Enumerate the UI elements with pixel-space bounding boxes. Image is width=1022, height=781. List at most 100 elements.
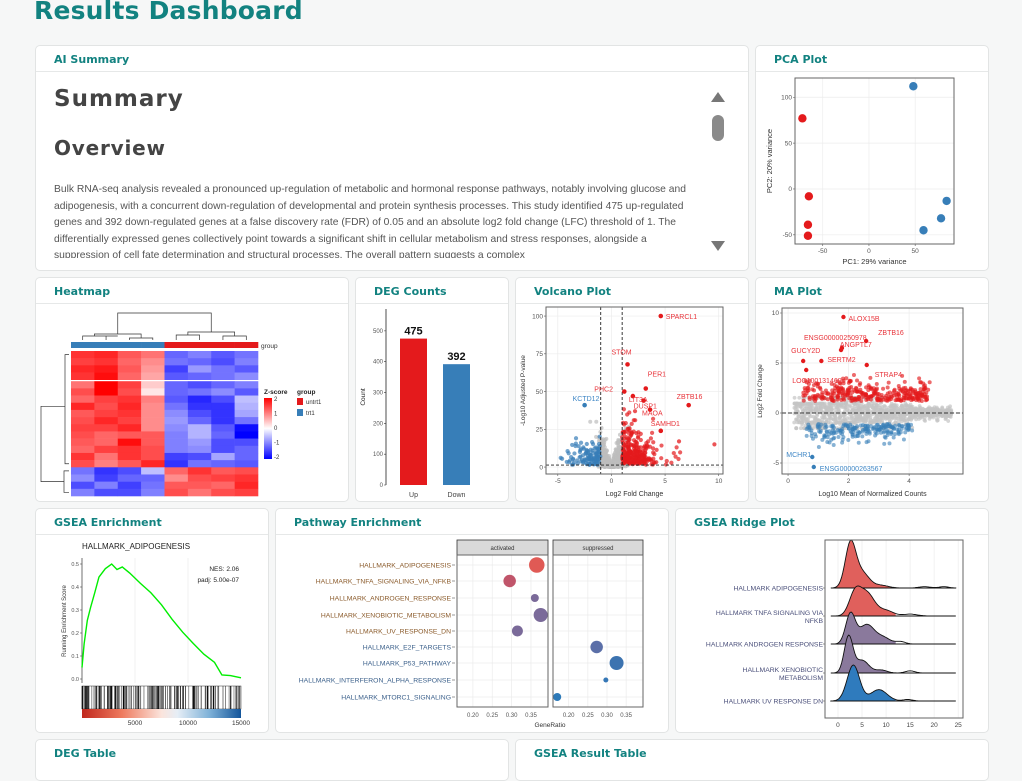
scroll-up-arrow-icon[interactable] <box>711 92 725 102</box>
data-point-up <box>927 380 932 385</box>
data-point-up <box>868 397 873 402</box>
data-point-ns <box>937 409 942 414</box>
data-point-down <box>584 457 589 463</box>
heatmap-cell <box>117 460 142 468</box>
gene-label: LOC100131469 <box>792 378 842 385</box>
data-point-ns <box>817 418 822 423</box>
heatmap-cell <box>141 388 165 396</box>
scroll-thumb[interactable] <box>712 115 724 141</box>
data-point-down <box>882 434 887 439</box>
heatmap-cell <box>211 417 235 425</box>
heatmap-cell <box>141 488 165 497</box>
data-point-up <box>820 392 825 397</box>
x-axis-label: Log2 Fold Change <box>606 491 664 498</box>
x-tick-label: 0.30 <box>506 713 518 719</box>
data-point-up <box>663 462 669 467</box>
data-point-ns <box>808 414 813 419</box>
heatmap-cell <box>234 460 259 468</box>
data-point-up <box>631 452 636 457</box>
data-point-ns <box>829 404 833 409</box>
ridge-area <box>830 612 896 644</box>
data-point-ns <box>837 420 842 425</box>
data-point-up <box>712 442 717 447</box>
heatmap-cell <box>234 417 259 425</box>
data-point-up <box>621 432 626 437</box>
data-point-up <box>900 373 905 378</box>
data-point-down <box>898 430 903 435</box>
heatmap-cell <box>117 417 142 425</box>
labeled-point <box>686 402 691 408</box>
rank-gradient <box>82 709 241 718</box>
divider <box>36 534 268 535</box>
data-point-down <box>909 422 914 427</box>
overview-heading: Overview <box>54 136 166 160</box>
scroll-down-arrow-icon[interactable] <box>711 241 725 251</box>
data-point-ns <box>833 407 838 412</box>
gene-label: SAMHD1 <box>651 421 680 428</box>
data-point-up <box>812 395 817 400</box>
data-point-up <box>886 397 891 402</box>
heatmap-cell <box>117 395 142 404</box>
heatmap-cell <box>187 460 212 468</box>
pathway-label: HALLMARK_MTORC1_SIGNALING <box>341 694 451 701</box>
heatmap-cell <box>211 365 235 373</box>
data-point-ns <box>837 415 842 420</box>
data-point-up <box>813 398 818 403</box>
heatmap-cell <box>211 372 235 380</box>
data-point-up <box>892 388 897 393</box>
data-point-up <box>889 394 894 399</box>
data-point-up <box>865 397 870 402</box>
heatmap-cell <box>187 438 212 447</box>
data-point-ns <box>601 439 606 444</box>
heatmap-cell <box>141 460 165 468</box>
gene-label: MCHR1 <box>786 452 811 459</box>
heatmap-cell <box>211 388 235 396</box>
heatmap-cell <box>71 460 95 468</box>
data-point-up <box>823 388 828 393</box>
summary-scrollbar[interactable] <box>708 90 728 255</box>
data-point-ns <box>807 404 811 409</box>
data-point-down <box>578 440 584 445</box>
data-point-up <box>867 384 872 389</box>
heatmap-cell <box>187 388 212 396</box>
data-point-ns <box>616 452 621 457</box>
data-point-up <box>806 388 811 393</box>
data-point-up <box>917 394 922 399</box>
data-point-up <box>840 393 845 398</box>
data-point-ns <box>792 420 797 425</box>
pathway-enrichment-card: Pathway Enrichment activated 0.20 0.25 0.30… <box>275 508 669 733</box>
heatmap-cell <box>94 402 119 411</box>
data-point-up <box>676 439 682 444</box>
heatmap-cell <box>211 474 235 482</box>
x-tick-label: 0 <box>786 478 790 485</box>
data-point-ns <box>847 404 852 409</box>
page-title: Results Dashboard <box>34 0 303 25</box>
heatmap-cell <box>117 388 142 396</box>
heatmap-cell <box>211 395 235 404</box>
labeled-point <box>804 367 809 373</box>
data-point-down <box>823 422 828 427</box>
x-tick-label: 15000 <box>232 720 250 727</box>
data-point-up <box>868 375 873 380</box>
divider <box>356 303 508 304</box>
data-point-ns <box>848 412 853 417</box>
x-tick-label: 4 <box>907 478 911 485</box>
annotation-label: group <box>261 343 278 350</box>
ridge-label: HALLMARK UV RESPONSE DN <box>724 698 823 705</box>
pathway-dot <box>529 557 545 573</box>
heatmap-cell <box>117 452 142 461</box>
heatmap-cell <box>234 445 259 454</box>
data-point-ns <box>826 420 831 425</box>
data-point-up <box>881 397 886 402</box>
gene-label: KCTD12 <box>573 396 600 403</box>
data-point-ns <box>946 412 951 417</box>
data-point-ns <box>594 419 599 424</box>
data-point-up <box>858 381 863 386</box>
column-annotation <box>211 342 235 348</box>
plot-border <box>794 77 955 245</box>
pathway-label: HALLMARK_ADIPOGENESIS <box>359 562 451 569</box>
facet-label: activated <box>490 546 514 552</box>
ma-plot-card: MA Plot 0 2 4 -5 0 5 10 ALOX15B ENSG00000250978 Z… <box>755 277 989 502</box>
ridge-label: HALLMARK XENOBIOTIC <box>743 667 824 674</box>
data-point-up <box>647 444 653 449</box>
